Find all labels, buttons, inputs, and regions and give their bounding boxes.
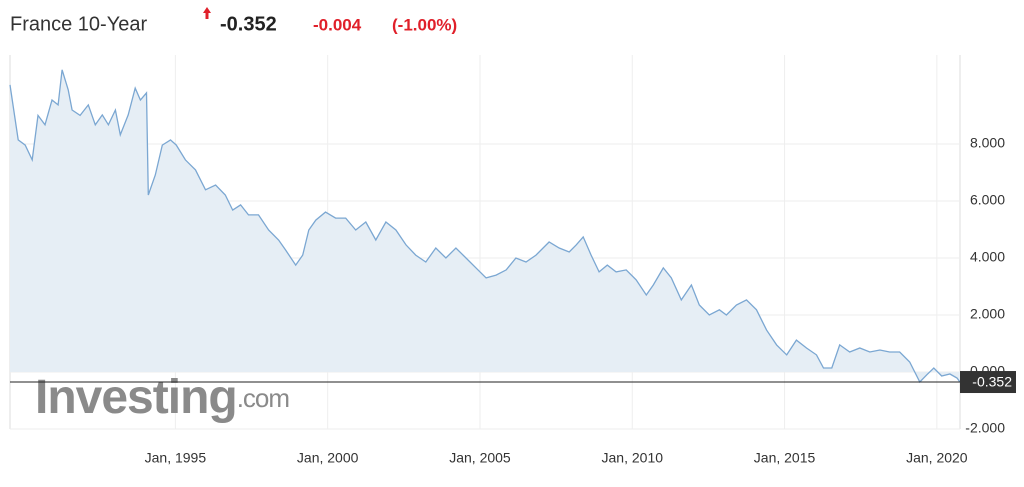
watermark-main: Investing (35, 371, 237, 424)
watermark: Investing.com (35, 371, 289, 424)
last-value-label: -0.352 (972, 374, 1012, 390)
direction-icon (203, 7, 211, 19)
y-tick-label: 4.000 (970, 249, 1005, 265)
x-tick-label: Jan, 2005 (449, 450, 511, 466)
price-change: -0.004 (313, 15, 362, 34)
area (10, 69, 960, 383)
y-tick-label: 8.000 (970, 135, 1005, 151)
x-tick-label: Jan, 2000 (297, 450, 359, 466)
x-tick-label: Jan, 2015 (754, 450, 816, 466)
last-value-box (960, 371, 1016, 394)
y-tick-label: 6.000 (970, 192, 1005, 208)
x-tick-label: Jan, 1995 (145, 450, 207, 466)
x-tick-label: Jan, 2010 (602, 450, 664, 466)
y-tick-label: -2.000 (965, 420, 1005, 436)
line (9, 69, 961, 384)
price-change-percent: (-1.00%) (392, 15, 457, 34)
last-price: -0.352 (220, 13, 277, 35)
x-tick-label: Jan, 2020 (906, 450, 968, 466)
chart-title: France 10-Year (10, 13, 147, 35)
y-tick-label: 2.000 (970, 306, 1005, 322)
watermark-suffix: .com (237, 383, 289, 413)
